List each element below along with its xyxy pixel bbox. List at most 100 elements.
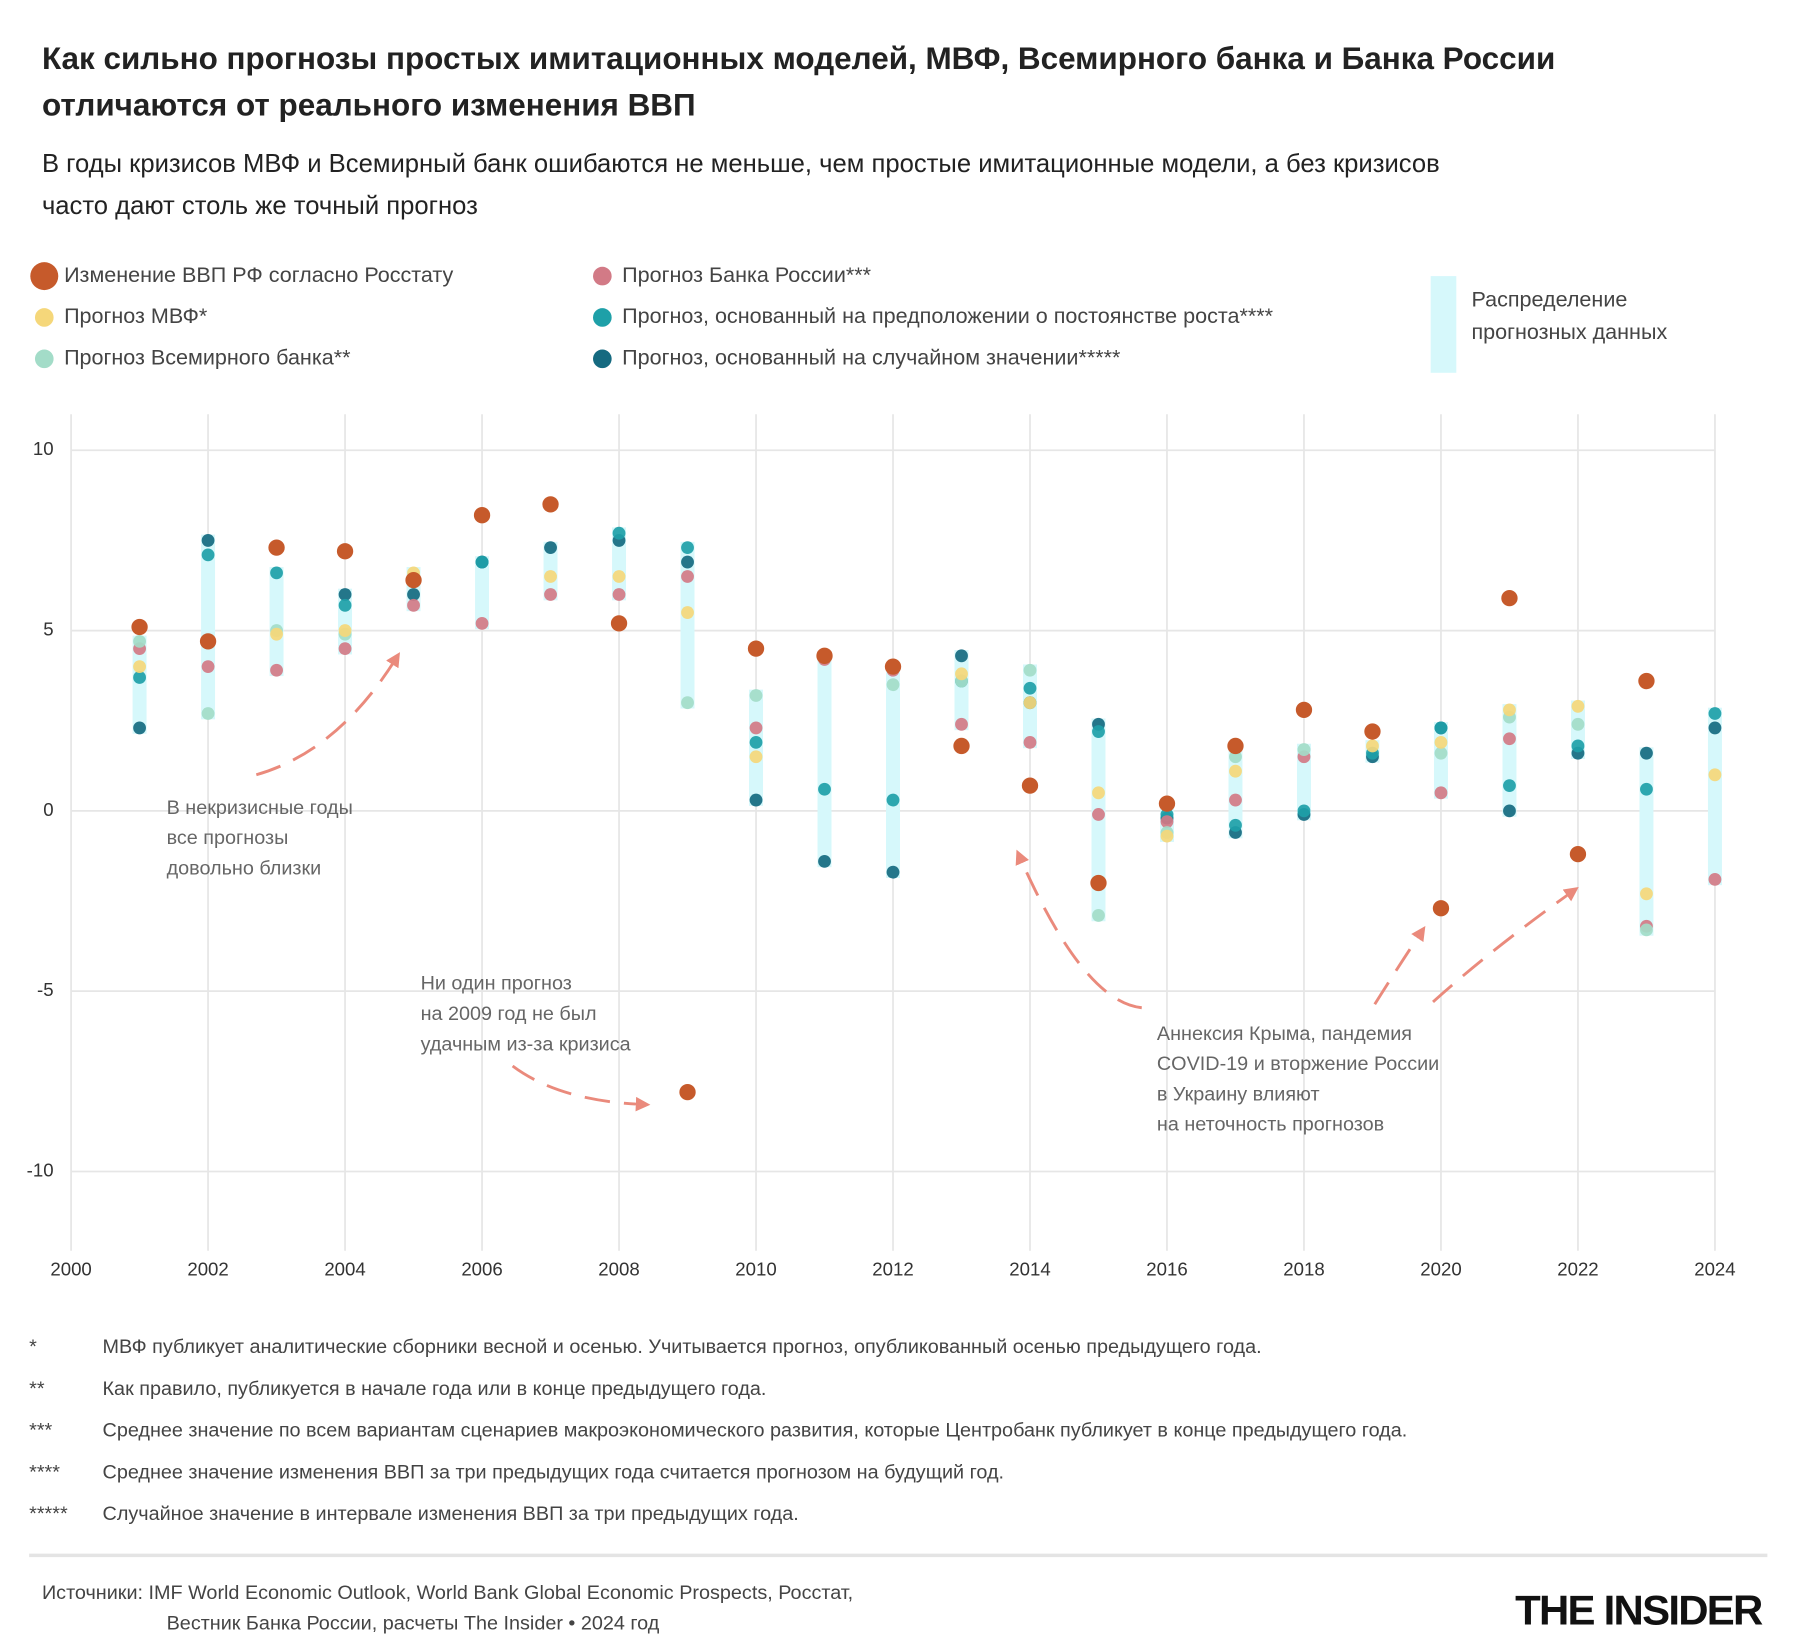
data-point	[1708, 721, 1722, 735]
y-tick-label: -10	[27, 1159, 54, 1180]
data-point	[133, 721, 146, 735]
y-tick-label: 0	[43, 799, 53, 820]
distribution-band	[1639, 747, 1654, 936]
data-point	[1640, 923, 1653, 937]
data-point	[1160, 829, 1174, 843]
x-tick-label: 2014	[1009, 1258, 1050, 1279]
data-point	[1229, 750, 1242, 764]
data-point	[133, 660, 146, 674]
data-point	[1434, 721, 1448, 735]
data-point	[1503, 804, 1516, 818]
data-point	[1434, 746, 1448, 760]
data-point	[681, 606, 694, 619]
legend-label: Прогноз МВФ*	[64, 303, 208, 328]
data-point	[201, 534, 215, 547]
footnote-mark: **	[29, 1378, 45, 1400]
data-point	[338, 642, 352, 656]
data-point	[612, 570, 626, 583]
data-point	[1640, 746, 1653, 760]
footnote-mark: *****	[29, 1503, 68, 1525]
data-point	[1297, 804, 1311, 818]
data-point	[270, 663, 283, 677]
annotation: на 2009 год не был	[421, 1003, 597, 1025]
data-point	[1021, 777, 1039, 794]
footnote-text: Как правило, публикуется в начале года и…	[103, 1378, 767, 1400]
data-point	[1571, 739, 1585, 753]
x-tick-label: 2000	[50, 1258, 91, 1279]
data-point	[1364, 723, 1381, 740]
x-tick-label: 2012	[872, 1258, 913, 1279]
sources: Источники: IMF World Economic Outlook, W…	[42, 1582, 853, 1604]
footnote-mark: *	[29, 1336, 37, 1358]
data-point	[1092, 786, 1105, 800]
data-point	[475, 616, 489, 630]
legend-band	[1430, 276, 1457, 373]
data-point	[681, 541, 694, 555]
data-point	[270, 627, 283, 641]
data-point	[747, 640, 765, 657]
data-point	[1023, 663, 1037, 677]
x-tick-label: 2008	[598, 1258, 639, 1279]
data-point	[1023, 696, 1037, 710]
chart-title: Как сильно прогнозы простых имитационных…	[42, 41, 1555, 76]
data-point	[1569, 845, 1587, 863]
data-point	[1503, 703, 1516, 717]
data-point	[407, 588, 420, 601]
data-point	[1708, 768, 1722, 782]
x-tick-label: 2010	[735, 1258, 776, 1279]
sources: Вестник Банка России, расчеты The Inside…	[167, 1612, 660, 1634]
data-point	[131, 618, 148, 636]
annotation: довольно близки	[167, 857, 322, 879]
data-point	[886, 865, 900, 879]
data-point	[338, 598, 352, 612]
data-point	[953, 737, 970, 755]
data-point	[405, 571, 422, 589]
data-point	[475, 555, 489, 569]
annotation-arrows	[255, 652, 1579, 1112]
data-point	[955, 717, 968, 731]
footnote-mark: ****	[29, 1461, 60, 1483]
data-point	[955, 649, 968, 663]
data-point	[610, 615, 628, 632]
data-point	[1227, 737, 1244, 755]
data-point	[473, 507, 491, 524]
data-point	[1092, 909, 1105, 922]
legend-marker	[34, 308, 54, 327]
data-point	[1503, 732, 1516, 746]
data-point	[544, 588, 557, 601]
data-point	[544, 570, 557, 583]
chart-subtitle: В годы кризисов МВФ и Всемирный банк оши…	[42, 150, 1440, 178]
data-point	[1434, 786, 1448, 800]
data-point	[201, 707, 215, 720]
data-point	[1295, 701, 1313, 719]
distribution-band	[817, 653, 832, 868]
annotation: все прогнозы	[167, 827, 289, 849]
data-point	[1297, 743, 1311, 756]
y-tick-label: 10	[33, 438, 54, 459]
annotation: COVID-19 и вторжение России	[1157, 1053, 1439, 1075]
x-tick-label: 2020	[1420, 1258, 1461, 1279]
data-point	[1366, 739, 1379, 753]
data-point	[1708, 707, 1722, 720]
arrow	[1432, 887, 1579, 1004]
legend-marker	[593, 308, 612, 327]
data-point	[955, 667, 968, 681]
data-point	[1501, 589, 1518, 607]
x-tick-label: 2018	[1283, 1258, 1324, 1279]
data-point	[407, 598, 420, 612]
distribution-band	[201, 534, 216, 720]
legend-label: Распределение	[1471, 286, 1627, 311]
arrow	[1373, 925, 1426, 1006]
chart-subtitle: часто дают столь же точный прогноз	[42, 192, 478, 220]
data-point	[201, 548, 215, 562]
data-point	[681, 555, 694, 569]
annotation: Аннексия Крыма, пандемия	[1157, 1023, 1412, 1045]
annotation: удачным из-за кризиса	[421, 1033, 632, 1055]
data-point	[542, 496, 559, 513]
data-point	[749, 689, 763, 702]
data-point	[1229, 793, 1242, 807]
brand-logo: THE INSIDER	[1515, 1587, 1763, 1634]
distribution-band	[1296, 743, 1311, 821]
x-tick-label: 2002	[187, 1258, 228, 1279]
